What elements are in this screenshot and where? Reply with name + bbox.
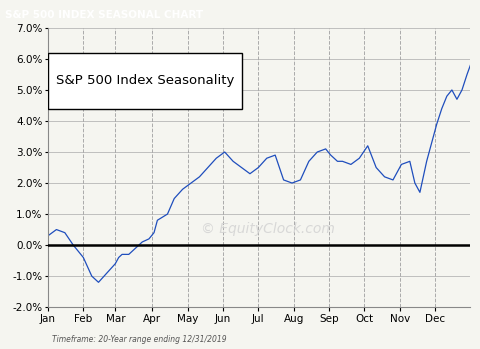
Text: Timeframe: 20-Year range ending 12/31/2019: Timeframe: 20-Year range ending 12/31/20… (52, 335, 227, 344)
Text: S&P 500 INDEX SEASONAL CHART: S&P 500 INDEX SEASONAL CHART (5, 10, 203, 20)
FancyBboxPatch shape (48, 53, 242, 109)
Text: © EquityClock.com: © EquityClock.com (201, 222, 335, 236)
Text: S&P 500 Index Seasonality: S&P 500 Index Seasonality (56, 74, 234, 88)
